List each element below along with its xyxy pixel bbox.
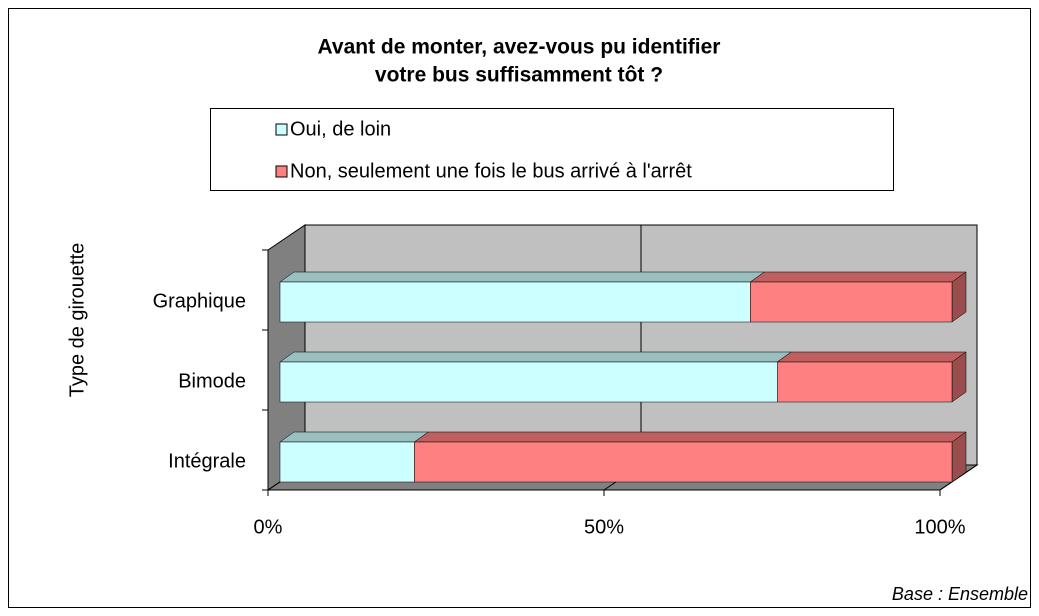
bar: [279, 281, 751, 323]
bar: [279, 441, 415, 483]
legend-label: Oui, de loin: [290, 118, 391, 140]
chart-title: Avant de monter, avez-vous pu identifier: [318, 36, 721, 59]
bar-top: [279, 351, 793, 363]
bar: [777, 361, 953, 403]
bar-top: [413, 431, 967, 443]
x-tick-label: 50%: [584, 516, 624, 538]
legend-swatch: [275, 165, 288, 178]
x-tick-label: 100%: [914, 516, 965, 538]
y-axis-label: Type de girouette: [66, 243, 88, 398]
legend-swatch: [275, 123, 288, 136]
bar: [279, 361, 778, 403]
bar-top: [749, 271, 967, 283]
bar-top: [279, 431, 430, 443]
chart-title: votre bus suffisamment tôt ?: [375, 64, 663, 87]
x-tick-label: 0%: [254, 516, 283, 538]
bar-top: [279, 271, 766, 283]
bar: [414, 441, 953, 483]
legend-label: Non, seulement une fois le bus arrivé à …: [290, 160, 692, 182]
legend-box: [210, 108, 894, 191]
y-tick-label: Intégrale: [168, 450, 246, 472]
y-tick-label: Graphique: [153, 290, 246, 312]
annotation: Base : Ensemble: [892, 584, 1028, 604]
bar: [750, 281, 953, 323]
bar-top: [776, 351, 967, 363]
y-tick-label: Bimode: [178, 370, 246, 392]
